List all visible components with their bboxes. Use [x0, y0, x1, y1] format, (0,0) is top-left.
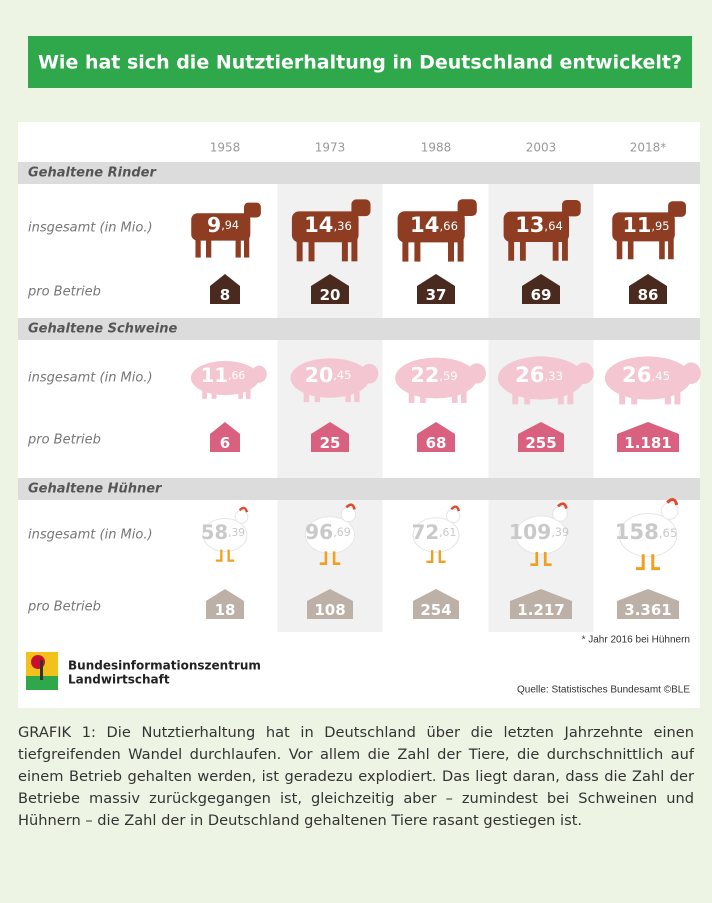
- value-label: 37: [426, 286, 447, 304]
- value-label: 254: [420, 601, 451, 619]
- cow-leg: [553, 237, 559, 260]
- value-label: 6: [220, 434, 230, 452]
- cow-leg: [668, 237, 674, 259]
- pig-snout: [575, 362, 594, 384]
- logo-tree: [40, 660, 43, 680]
- logo: [26, 652, 58, 690]
- page: Wie hat sich die Nutztierhaltung in Deut…: [0, 0, 712, 903]
- pig-leg: [452, 392, 458, 403]
- pig-leg: [512, 392, 518, 404]
- cow-leg: [520, 237, 526, 260]
- pig-leg: [420, 392, 426, 403]
- pig-snout: [682, 362, 701, 384]
- value-label: 1.181: [624, 434, 671, 452]
- year: 1988: [421, 141, 452, 155]
- pig-leg: [202, 389, 207, 398]
- pig-leg: [665, 392, 671, 404]
- cow-head: [244, 203, 261, 218]
- cow-leg: [342, 238, 348, 262]
- cow-leg: [458, 238, 464, 262]
- footnote: * Jahr 2016 bei Hühnern: [582, 635, 690, 646]
- value-label: 255: [525, 434, 556, 452]
- value-label: 18: [215, 601, 236, 619]
- caption: GRAFIK 1: Die Nutztierhaltung hat in Deu…: [18, 722, 694, 832]
- cow-leg: [508, 237, 514, 260]
- cow-leg: [562, 237, 568, 260]
- pig-leg: [558, 392, 564, 404]
- pig-leg: [246, 389, 251, 398]
- year: 2018*: [630, 141, 667, 155]
- cow-leg: [414, 238, 420, 262]
- cow-leg: [659, 237, 665, 259]
- cow-head: [351, 199, 370, 216]
- value-label: 8: [220, 286, 230, 304]
- pig-leg: [212, 389, 217, 398]
- pig-leg: [345, 391, 350, 402]
- pig-leg: [238, 389, 243, 398]
- row-label: pro Betrieb: [27, 600, 101, 615]
- cow-head: [562, 200, 581, 216]
- cow-head: [668, 201, 686, 217]
- value-label: 25: [320, 434, 341, 452]
- pig-leg: [354, 391, 359, 402]
- infographic: Wie hat sich die Nutztierhaltung in Deut…: [0, 0, 712, 712]
- pig-leg: [315, 391, 320, 402]
- section-title: Gehaltene Hühner: [28, 482, 163, 497]
- cow-leg: [195, 236, 200, 257]
- pig-leg: [409, 392, 415, 403]
- logo-text: Bundesinformationszentrum: [68, 659, 261, 673]
- row-label: pro Betrieb: [27, 285, 101, 300]
- cow-leg: [402, 238, 408, 262]
- cow-leg: [617, 237, 623, 259]
- pig-leg: [461, 392, 467, 403]
- pig-snout: [468, 363, 486, 383]
- year: 2003: [526, 141, 557, 155]
- section-title: Gehaltene Rinder: [28, 166, 157, 181]
- cow-leg: [236, 236, 241, 257]
- cow-leg: [448, 238, 454, 262]
- value-label: 86: [638, 286, 659, 304]
- row-label: insgesamt (in Mio.): [28, 371, 153, 386]
- row-label: pro Betrieb: [27, 433, 101, 448]
- cow-leg: [297, 238, 303, 262]
- title: Wie hat sich die Nutztierhaltung in Deut…: [38, 52, 682, 74]
- pig-snout: [252, 366, 267, 383]
- pig-leg: [567, 392, 573, 404]
- cow-leg: [351, 238, 357, 262]
- pig-leg: [674, 392, 680, 404]
- cow-leg: [244, 236, 249, 257]
- cow-leg: [628, 237, 634, 259]
- value-label: 68: [426, 434, 447, 452]
- cow-leg: [309, 238, 315, 262]
- value-label: 3.361: [624, 601, 671, 619]
- cow-head: [458, 199, 477, 216]
- row-label: insgesamt (in Mio.): [28, 528, 153, 543]
- logo-text: Landwirtschaft: [68, 673, 170, 687]
- value-label: 20: [320, 286, 341, 304]
- value-label: 1.217: [517, 601, 564, 619]
- pig-leg: [524, 392, 530, 404]
- pig-leg: [304, 391, 309, 402]
- year: 1973: [315, 141, 346, 155]
- row-label: insgesamt (in Mio.): [28, 221, 153, 236]
- pig-leg: [619, 392, 625, 404]
- pig-snout: [361, 364, 379, 384]
- year: 1958: [210, 141, 241, 155]
- value-label: 69: [531, 286, 552, 304]
- cow-leg: [206, 236, 211, 257]
- source: Quelle: Statistisches Bundesamt ©BLE: [517, 685, 690, 696]
- pig-leg: [631, 392, 637, 404]
- value-label: 108: [314, 601, 345, 619]
- section-title: Gehaltene Schweine: [28, 322, 177, 337]
